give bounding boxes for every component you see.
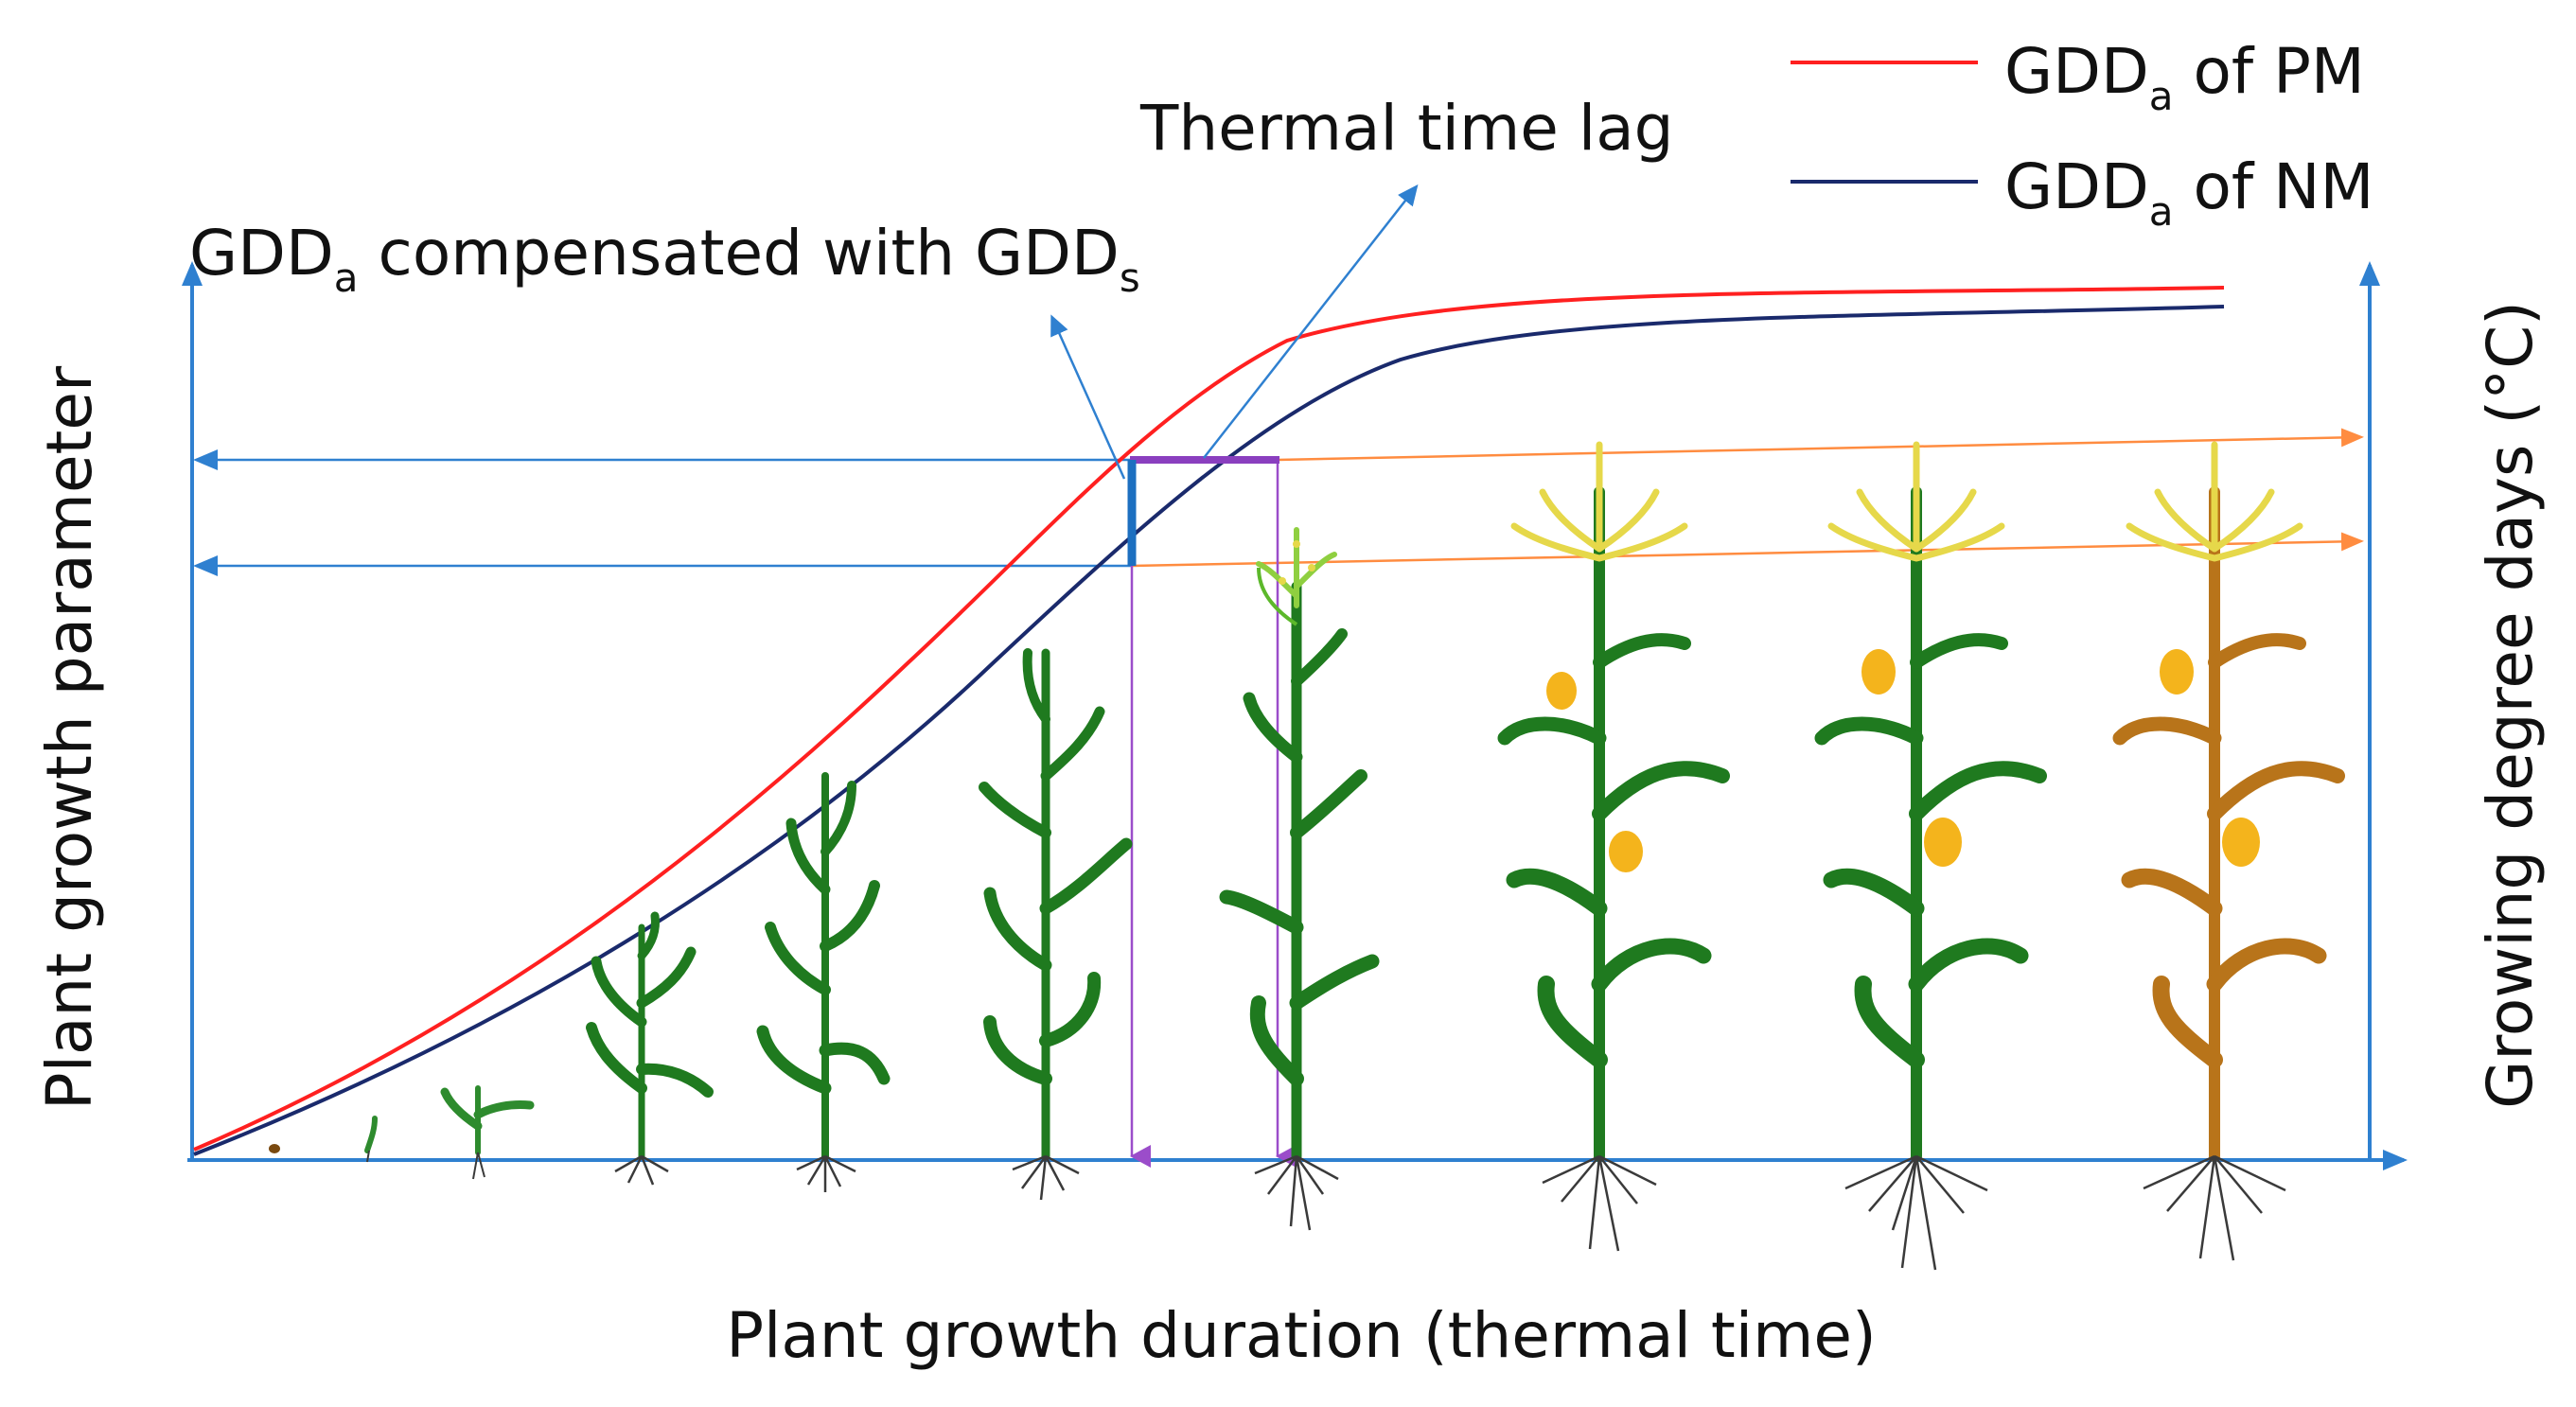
- nm-level-arrow-right: [1131, 532, 2364, 568]
- plant-v14-icon: [1219, 527, 1380, 1231]
- legend-label-nm: GDDa of NM: [2004, 150, 2373, 235]
- right-y-axis-title: Growing degree days (°C): [2474, 301, 2547, 1109]
- plant-grain-filling-icon: [1814, 441, 2047, 1271]
- plant-emergence-icon: [440, 1085, 535, 1180]
- nm-curve: [193, 305, 2225, 1156]
- compensation-label: GDDa compensated with GDDs: [189, 217, 1140, 301]
- legend: GDDa of PM GDDa of NM: [1791, 35, 2373, 235]
- plant-maturity-icon: [2112, 441, 2345, 1261]
- plant-tasseling-icon: [1497, 441, 1730, 1252]
- plant-seed-icon: [269, 1144, 280, 1153]
- left-y-axis-title: Plant growth parameter: [33, 365, 106, 1110]
- plant-stages: [269, 441, 2345, 1271]
- lag-pointer-arrow: [1203, 184, 1419, 459]
- x-axis-title: Plant growth duration (thermal time): [726, 1299, 1877, 1372]
- legend-label-pm: GDDa of PM: [2004, 35, 2365, 119]
- thermal-lag-label: Thermal time lag: [1139, 92, 1674, 165]
- compensation-pointer-arrow: [1050, 314, 1126, 480]
- plant-v6-icon: [756, 772, 891, 1192]
- pm-curve: [193, 286, 2225, 1152]
- pm-level-arrow-right: [1277, 428, 2364, 462]
- plant-v10-icon: [979, 648, 1133, 1201]
- plant-v2-icon: [586, 911, 714, 1186]
- plant-germination-icon: [364, 1116, 378, 1163]
